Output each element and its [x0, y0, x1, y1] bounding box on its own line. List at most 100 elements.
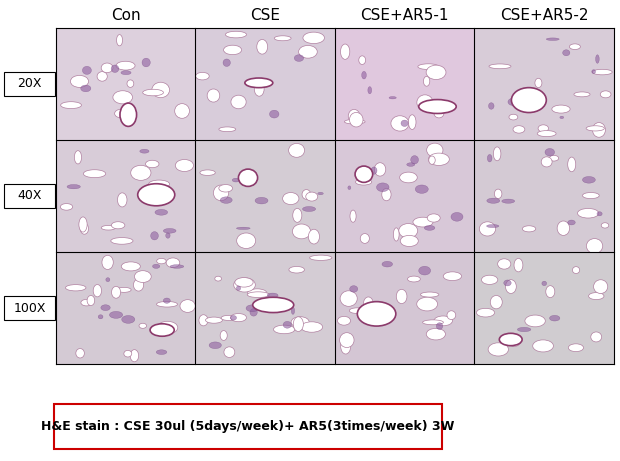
Ellipse shape — [447, 311, 456, 319]
Ellipse shape — [487, 154, 492, 162]
Ellipse shape — [508, 334, 521, 347]
Ellipse shape — [434, 316, 453, 326]
Ellipse shape — [574, 92, 590, 97]
Ellipse shape — [512, 88, 546, 112]
Ellipse shape — [504, 280, 511, 286]
Ellipse shape — [199, 315, 208, 326]
Ellipse shape — [293, 224, 311, 239]
Ellipse shape — [112, 286, 121, 298]
Ellipse shape — [587, 239, 603, 254]
Ellipse shape — [542, 281, 547, 286]
Ellipse shape — [420, 292, 439, 297]
Ellipse shape — [111, 237, 133, 244]
Ellipse shape — [223, 59, 231, 66]
Ellipse shape — [155, 209, 167, 215]
Ellipse shape — [270, 110, 279, 118]
Ellipse shape — [505, 280, 516, 294]
Ellipse shape — [479, 222, 495, 236]
Ellipse shape — [166, 233, 170, 238]
Ellipse shape — [355, 166, 373, 183]
Ellipse shape — [97, 71, 107, 81]
Ellipse shape — [219, 184, 232, 192]
Ellipse shape — [417, 95, 433, 110]
Ellipse shape — [489, 64, 511, 69]
Ellipse shape — [221, 315, 236, 320]
Ellipse shape — [149, 180, 170, 188]
Ellipse shape — [150, 324, 174, 336]
Ellipse shape — [117, 287, 131, 292]
Ellipse shape — [601, 223, 609, 228]
Ellipse shape — [139, 323, 146, 328]
Ellipse shape — [340, 333, 354, 348]
Ellipse shape — [200, 170, 215, 176]
Ellipse shape — [122, 262, 140, 271]
Ellipse shape — [246, 305, 259, 312]
Ellipse shape — [280, 300, 291, 307]
Ellipse shape — [61, 102, 81, 109]
Ellipse shape — [592, 69, 612, 75]
Ellipse shape — [87, 296, 95, 306]
Ellipse shape — [74, 151, 82, 164]
Text: CSE+AR5-2: CSE+AR5-2 — [500, 8, 588, 23]
Ellipse shape — [226, 31, 247, 38]
Ellipse shape — [415, 185, 428, 193]
Ellipse shape — [283, 321, 291, 328]
Ellipse shape — [163, 298, 170, 303]
Ellipse shape — [247, 292, 269, 297]
Ellipse shape — [120, 103, 136, 126]
Ellipse shape — [80, 223, 89, 234]
Ellipse shape — [207, 89, 219, 102]
Ellipse shape — [340, 291, 357, 307]
Ellipse shape — [514, 259, 523, 272]
Ellipse shape — [434, 109, 444, 118]
Ellipse shape — [476, 308, 495, 317]
Ellipse shape — [306, 192, 317, 201]
Ellipse shape — [180, 300, 195, 313]
Ellipse shape — [224, 45, 242, 55]
Ellipse shape — [423, 320, 443, 325]
Text: H&E stain : CSE 30ul (5days/week)+ AR5(3times/week) 3W: H&E stain : CSE 30ul (5days/week)+ AR5(3… — [42, 420, 454, 433]
Ellipse shape — [363, 297, 373, 312]
Ellipse shape — [360, 234, 370, 243]
Ellipse shape — [293, 317, 303, 331]
Ellipse shape — [349, 308, 365, 313]
Ellipse shape — [291, 317, 309, 328]
Ellipse shape — [436, 323, 443, 330]
Ellipse shape — [355, 179, 372, 185]
Ellipse shape — [98, 315, 103, 319]
Ellipse shape — [552, 105, 570, 113]
Ellipse shape — [116, 61, 135, 70]
Ellipse shape — [101, 225, 115, 230]
Ellipse shape — [236, 286, 241, 290]
Ellipse shape — [239, 169, 257, 186]
Ellipse shape — [213, 185, 229, 201]
Ellipse shape — [170, 265, 184, 268]
Ellipse shape — [451, 213, 463, 221]
Ellipse shape — [274, 36, 291, 41]
Ellipse shape — [533, 340, 554, 352]
Ellipse shape — [545, 148, 554, 156]
Ellipse shape — [541, 157, 552, 167]
Ellipse shape — [508, 98, 518, 106]
Ellipse shape — [389, 96, 396, 99]
Ellipse shape — [117, 35, 123, 46]
Ellipse shape — [291, 307, 294, 314]
Ellipse shape — [572, 266, 580, 273]
Ellipse shape — [111, 65, 119, 72]
Ellipse shape — [318, 192, 323, 195]
Ellipse shape — [350, 210, 356, 222]
Ellipse shape — [582, 177, 595, 183]
Ellipse shape — [494, 147, 501, 161]
Ellipse shape — [124, 350, 131, 357]
Ellipse shape — [135, 271, 151, 283]
Ellipse shape — [236, 227, 250, 230]
Ellipse shape — [410, 156, 418, 164]
Ellipse shape — [157, 321, 178, 334]
Ellipse shape — [294, 55, 304, 61]
Ellipse shape — [152, 82, 169, 98]
Ellipse shape — [122, 315, 135, 323]
Ellipse shape — [101, 305, 110, 311]
Ellipse shape — [273, 325, 295, 334]
Text: 20X: 20X — [17, 77, 42, 90]
Ellipse shape — [427, 143, 443, 157]
